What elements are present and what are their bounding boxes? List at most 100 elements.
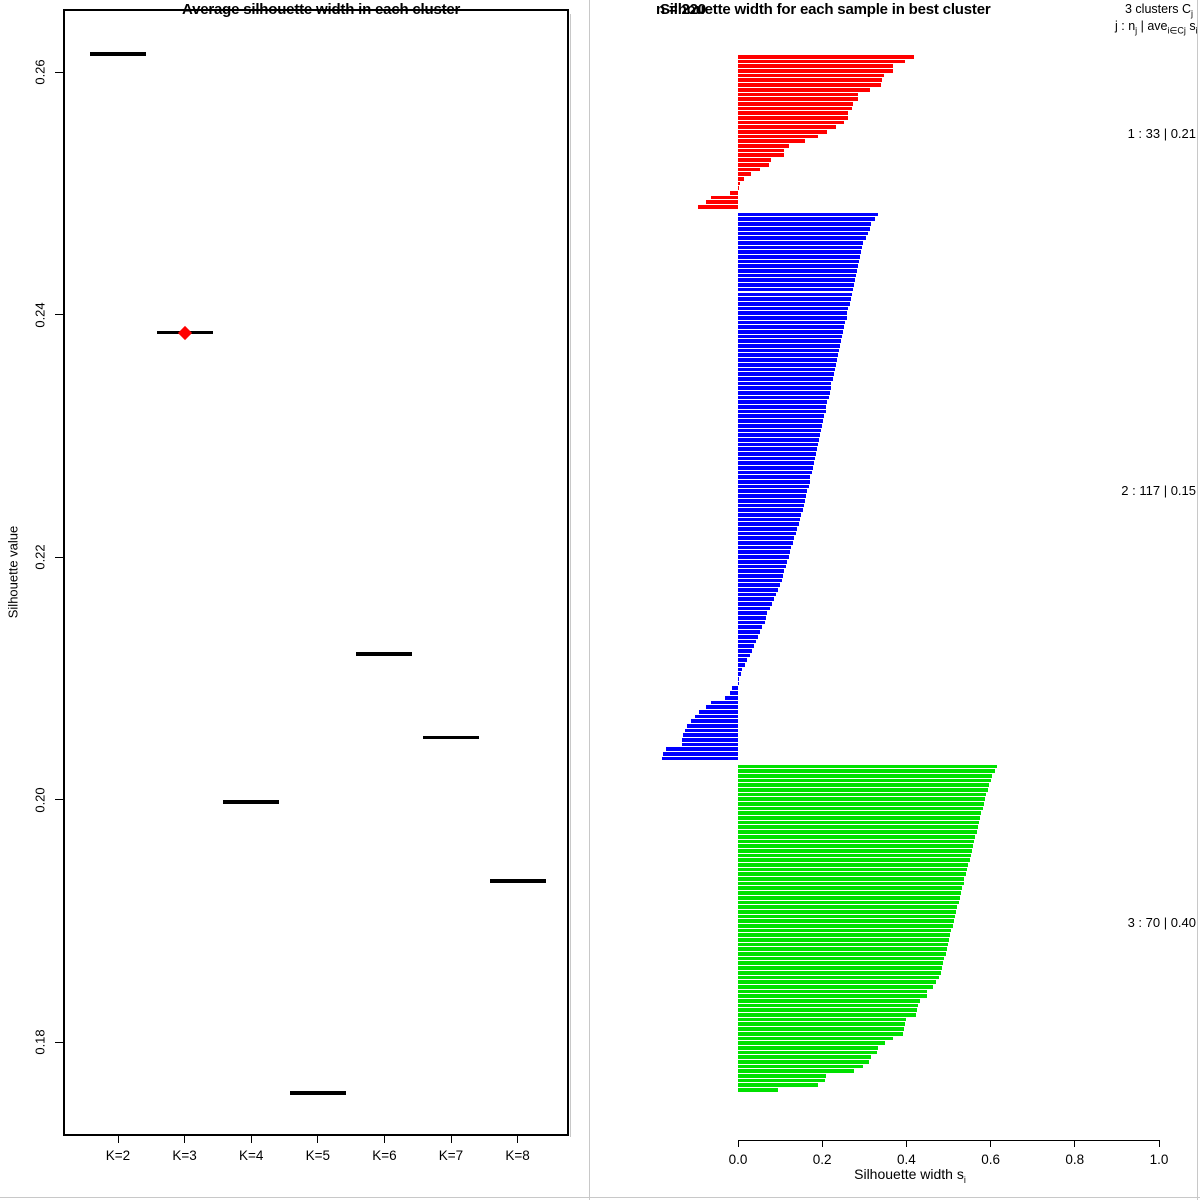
silhouette-bar-cluster-2 (738, 545, 792, 550)
left-y-tick-mark (55, 799, 63, 800)
silhouette-bar-cluster-3 (738, 1036, 893, 1041)
silhouette-bar-cluster-1 (738, 78, 882, 83)
silhouette-bar-cluster-2 (738, 269, 858, 273)
silhouette-bar-cluster-2 (738, 419, 824, 423)
silhouette-bar-cluster-3 (738, 839, 975, 844)
silhouette-bar-cluster-2 (738, 273, 856, 278)
silhouette-bar-cluster-2 (738, 648, 752, 653)
silhouette-bar-cluster-3 (738, 1074, 827, 1078)
silhouette-bar-cluster-2 (694, 714, 738, 719)
left-y-tick-mark (55, 1041, 63, 1043)
silhouette-bar-cluster-2 (738, 573, 784, 578)
silhouette-bar-cluster-2 (738, 559, 788, 564)
left-y-tick-label: 0.18 (32, 1029, 48, 1055)
silhouette-bar-cluster-3 (738, 966, 942, 970)
silhouette-bar-cluster-2 (738, 376, 833, 381)
silhouette-bar-cluster-3 (738, 1055, 871, 1059)
silhouette-bar-cluster-1 (738, 59, 906, 64)
silhouette-bar-cluster-2 (738, 494, 807, 498)
frame-bottom-edge (0, 1197, 1200, 1198)
silhouette-bar-cluster-2 (738, 325, 845, 330)
silhouette-bar-cluster-3 (738, 797, 986, 802)
silhouette-bar-cluster-3 (738, 872, 966, 877)
silhouette-bar-cluster-3 (738, 975, 940, 980)
silhouette-bar-cluster-2 (738, 433, 821, 437)
silhouette-bar-cluster-2 (738, 245, 862, 250)
silhouette-bar-cluster-3 (738, 1059, 870, 1064)
silhouette-bar-cluster-3 (738, 867, 968, 872)
silhouette-bar-cluster-2 (738, 592, 776, 597)
silhouette-bar-cluster-2 (682, 738, 738, 742)
left-x-tick-mark (450, 1136, 452, 1143)
left-x-tick-mark (383, 1136, 385, 1143)
silhouette-bar-cluster-2 (738, 531, 796, 536)
silhouette-bar-cluster-1 (698, 205, 738, 209)
right-x-tick-label: 0.6 (981, 1152, 1000, 1167)
panel-average-silhouette: Average silhouette width in each cluster… (0, 0, 590, 1200)
silhouette-bar-cluster-2 (666, 747, 738, 752)
silhouette-bar-cluster-2 (738, 348, 840, 353)
silhouette-bar-cluster-3 (738, 970, 941, 975)
silhouette-bar-cluster-2 (738, 630, 761, 634)
right-x-tick-mark (990, 1140, 992, 1147)
silhouette-bar-cluster-3 (738, 792, 987, 797)
silhouette-bar-cluster-3 (738, 984, 933, 989)
silhouette-bar-cluster-3 (738, 1064, 864, 1069)
silhouette-bar-cluster-1 (738, 115, 848, 120)
silhouette-bar-cluster-2 (738, 423, 823, 428)
silhouette-bar-cluster-2 (729, 691, 738, 695)
silhouette-bar-cluster-2 (738, 512, 802, 517)
silhouette-bar-cluster-3 (738, 802, 984, 806)
silhouette-bar-cluster-2 (738, 620, 765, 625)
silhouette-bar-cluster-2 (738, 672, 741, 677)
h2-d: i∈Cj (1167, 25, 1186, 36)
silhouette-bar-cluster-3 (738, 816, 981, 820)
left-x-tick-label: K=8 (505, 1148, 530, 1163)
silhouette-bar-cluster-2 (738, 644, 754, 648)
silhouette-bar-cluster-3 (738, 980, 936, 984)
silhouette-bar-cluster-1 (738, 83, 882, 87)
silhouette-bar-cluster-2 (738, 372, 834, 376)
silhouette-bar-cluster-3 (738, 900, 959, 905)
silhouette-bar-cluster-3 (738, 1045, 878, 1050)
right-x-tick-mark (1074, 1140, 1076, 1147)
silhouette-bar-cluster-2 (738, 677, 740, 681)
silhouette-bar-cluster-2 (738, 569, 785, 573)
silhouette-bar-cluster-3 (738, 820, 980, 825)
silhouette-bar-cluster-2 (738, 292, 852, 297)
silhouette-bar-cluster-2 (738, 381, 832, 386)
silhouette-bar-cluster-2 (663, 752, 738, 756)
left-y-axis-label: Silhouette value (5, 525, 21, 619)
silhouette-bar-cluster-2 (738, 480, 810, 484)
left-x-tick-mark (117, 1136, 119, 1143)
clusters-header-text: 3 clusters C (1125, 2, 1191, 16)
silhouette-bar-cluster-1 (738, 167, 760, 172)
silhouette-bar-cluster-2 (738, 498, 806, 503)
silhouette-bar-cluster-2 (738, 587, 778, 592)
silhouette-bar-cluster-3 (738, 1027, 904, 1031)
silhouette-bar-cluster-1 (738, 106, 853, 111)
silhouette-bar-cluster-3 (738, 769, 995, 773)
left-x-tick-label: K=6 (372, 1148, 397, 1163)
silhouette-bar-cluster-2 (698, 709, 738, 714)
silhouette-bar-cluster-3 (738, 923, 953, 928)
silhouette-bar-cluster-2 (738, 254, 861, 259)
h2-f: i (1195, 25, 1198, 36)
silhouette-bar-cluster-3 (738, 886, 963, 891)
silhouette-bar-cluster-3 (738, 787, 989, 792)
silhouette-bar-cluster-2 (725, 695, 738, 700)
silhouette-bar-cluster-3 (738, 956, 945, 961)
silhouette-bar-cluster-2 (738, 240, 863, 245)
silhouette-bar-cluster-2 (738, 362, 836, 367)
right-x-tick-label: 1.0 (1149, 1152, 1169, 1167)
silhouette-bar-cluster-1 (738, 120, 844, 125)
silhouette-bar-cluster-3 (738, 1050, 877, 1055)
silhouette-bar-cluster-2 (738, 555, 789, 559)
silhouette-bar-cluster-2 (738, 550, 791, 555)
silhouette-bar-cluster-3 (738, 853, 971, 858)
silhouette-bar-cluster-3 (738, 989, 928, 994)
silhouette-bar-cluster-2 (738, 442, 818, 447)
data-segment-K=5 (289, 1091, 346, 1095)
silhouette-bar-cluster-2 (738, 616, 767, 620)
silhouette-bar-cluster-2 (682, 742, 738, 747)
